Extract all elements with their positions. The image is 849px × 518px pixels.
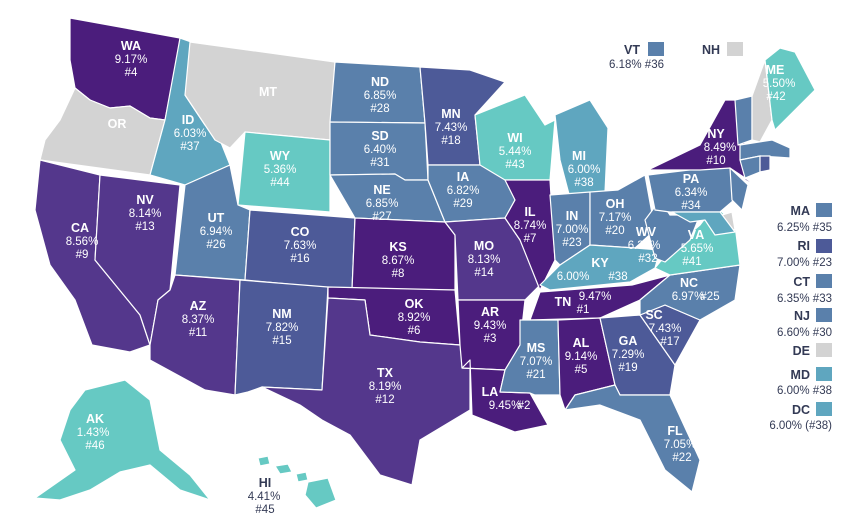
state-WY[interactable]	[237, 131, 331, 213]
label-KY: KY 6.00% #38	[557, 256, 628, 283]
legend-swatch-MA	[816, 203, 832, 217]
state-HI-4[interactable]	[304, 477, 337, 509]
label-IA: IA 6.82% #29	[447, 170, 480, 210]
label-GA: GA 7.29% #19	[612, 334, 645, 374]
legend-label-NJ: NJ	[794, 309, 810, 323]
label-MS: MS 7.07% #21	[520, 341, 553, 381]
legend-swatch-CT	[816, 274, 832, 288]
legend-value-CT: 6.35% #33	[777, 293, 832, 305]
legend-label-MD: MD	[791, 368, 810, 382]
label-ME: ME 5.50% #42	[763, 63, 796, 103]
label-IL: IL 8.74% #7	[514, 205, 547, 245]
legend-label-DE: DE	[793, 344, 810, 358]
legend-value-MA: 6.25% #35	[777, 222, 832, 234]
label-NE: NE 6.85% #27	[366, 183, 399, 223]
label-PA: PA 6.34% #34	[675, 172, 708, 212]
state-MD[interactable]	[671, 211, 736, 236]
label-WI: WI 5.44% #43	[499, 131, 532, 171]
label-TX: TX 8.19% #12	[369, 366, 402, 406]
label-NV: NV 8.14% #13	[129, 193, 162, 233]
label-OK: OK 8.92% #6	[398, 297, 431, 337]
label-CA: CA 8.56% #9	[66, 221, 99, 261]
legend-label-DC: DC	[792, 403, 810, 417]
label-NY: NY 8.49% #10	[704, 127, 737, 167]
legend-swatch-DE	[816, 343, 832, 357]
label-HI: HI 4.41% #45	[248, 476, 281, 516]
side-legend: VT 6.18% #36 NH MA 6.25% #35 RI 7.00% #2…	[609, 42, 832, 432]
label-AR: AR 9.43% #3	[474, 305, 507, 345]
label-MI: MI 6.00% #38	[568, 149, 601, 189]
label-AZ: AZ 8.37% #11	[182, 299, 215, 339]
label-MT: MT	[259, 85, 277, 99]
label-LA: LA 9.45%#2	[482, 385, 531, 412]
legend-label-CT: CT	[793, 275, 810, 289]
legend-swatch-MD	[816, 367, 832, 381]
label-OR: OR	[108, 117, 127, 131]
label-ID: ID 6.03% #37	[174, 113, 207, 153]
legend-value-NJ: 6.60% #30	[777, 327, 832, 339]
label-AK: AK 1.43% #46	[77, 412, 110, 452]
label-WA: WA 9.17% #4	[115, 39, 148, 79]
label-UT: UT 6.94% #26	[200, 211, 233, 251]
label-IN: IN 7.00% #23	[556, 209, 589, 249]
state-KS[interactable]	[351, 217, 456, 291]
label-CO: CO 7.63% #16	[284, 225, 317, 265]
state-RI[interactable]	[759, 155, 771, 173]
state-HI[interactable]	[257, 455, 271, 467]
label-ND: ND 6.85% #28	[364, 75, 397, 115]
legend-swatch-VT	[648, 42, 664, 56]
label-MN: MN 7.43% #18	[435, 107, 468, 147]
state-ME[interactable]	[764, 47, 816, 131]
legend-swatch-NJ	[816, 308, 832, 322]
label-MO: MO 8.13% #14	[468, 239, 501, 279]
state-HI-2[interactable]	[274, 463, 293, 475]
label-FL: FL 7.05% #22	[664, 424, 697, 464]
legend-value-MD: 6.00% #38	[777, 385, 832, 397]
label-VA: VA 5.65% #41	[681, 228, 714, 268]
legend-label-MA: MA	[791, 204, 810, 218]
label-WY: WY 5.36% #44	[264, 149, 297, 189]
state-shapes	[34, 17, 816, 509]
label-NM: NM 7.82% #15	[266, 307, 299, 347]
state-WI[interactable]	[474, 94, 556, 181]
label-AL: AL 9.14% #5	[565, 336, 598, 376]
state-labels: WA 9.17% #4 OR CA 8.56% #9 NV 8.14% #13 ID 6.03…	[66, 39, 796, 516]
state-HI-3[interactable]	[295, 471, 309, 483]
legend-label-VT: VT	[624, 43, 640, 57]
legend-swatch-RI	[816, 239, 832, 253]
label-WV: WV 6.39% #32	[628, 225, 661, 265]
state-AK[interactable]	[34, 379, 211, 501]
legend-value-VT: 6.18% #36	[609, 59, 664, 71]
label-KS: KS 8.67% #8	[382, 240, 415, 280]
legend-value-DC: 6.00% (#38)	[769, 420, 832, 432]
state-VT[interactable]	[734, 95, 753, 146]
legend-label-NH: NH	[702, 43, 720, 57]
legend-swatch-NH	[727, 42, 743, 56]
legend-label-RI: RI	[798, 239, 811, 253]
legend-value-RI: 7.00% #23	[777, 257, 832, 269]
label-SC: SC 7.43% #17	[645, 308, 681, 348]
label-SD: SD 6.40% #31	[364, 129, 397, 169]
label-OH: OH 7.17% #20	[599, 197, 632, 237]
label-NC: NC 6.97%#25	[672, 276, 720, 303]
legend-swatch-DC	[816, 402, 832, 416]
state-NY[interactable]	[647, 99, 761, 189]
state-FL[interactable]	[564, 384, 701, 493]
state-IL[interactable]	[504, 179, 556, 291]
label-TN: TN 9.47% #1	[555, 291, 612, 316]
state-TX[interactable]	[261, 297, 471, 486]
state-NJ[interactable]	[729, 167, 749, 211]
